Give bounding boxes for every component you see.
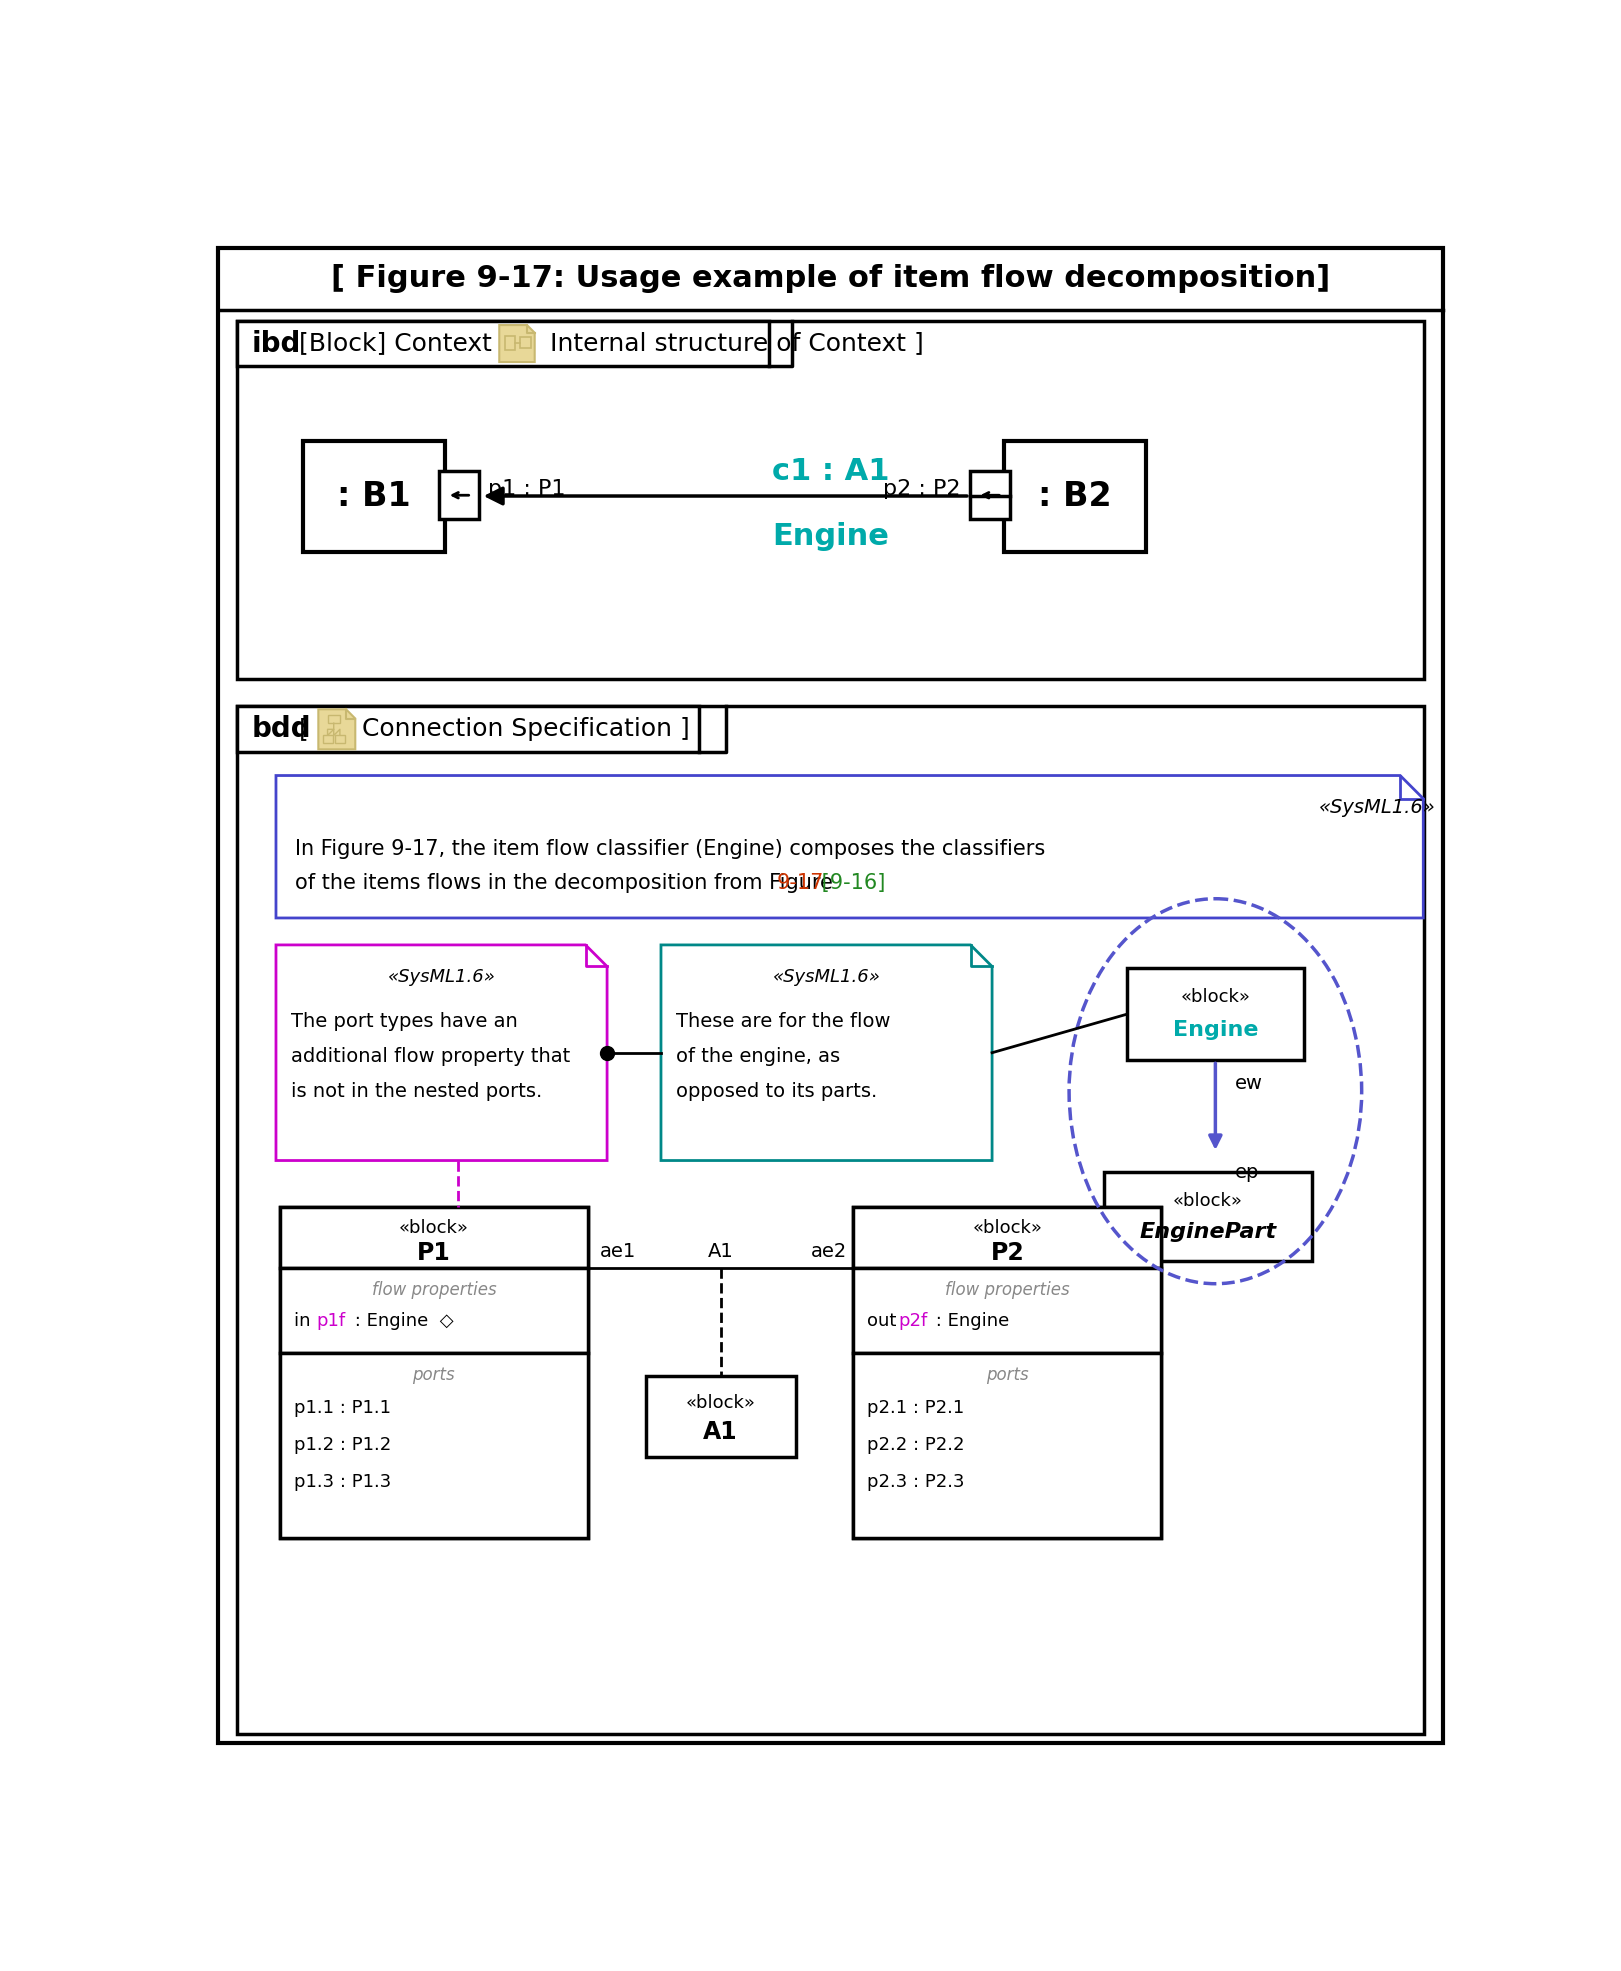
Text: «block»: «block»	[973, 1220, 1042, 1238]
Text: «block»: «block»	[686, 1393, 755, 1411]
Bar	[854, 1206, 1162, 1267]
Text: p2f: p2f	[898, 1311, 927, 1330]
Text: [9-16]: [9-16]	[815, 873, 885, 893]
Bar	[504, 335, 515, 349]
Text: flow properties: flow properties	[945, 1281, 1070, 1299]
Text: of the items flows in the decomposition from Figure: of the items flows in the decomposition …	[295, 873, 840, 893]
Text: p2.3 : P2.3: p2.3 : P2.3	[867, 1474, 964, 1492]
Text: P2: P2	[990, 1242, 1024, 1265]
Bar	[854, 1206, 1162, 1537]
Text: is not in the nested ports.: is not in the nested ports.	[292, 1082, 543, 1100]
Text: ae2: ae2	[810, 1242, 848, 1261]
Bar	[969, 471, 1010, 518]
Polygon shape	[661, 944, 992, 1161]
Bar	[1127, 968, 1303, 1060]
Text: opposed to its parts.: opposed to its parts.	[676, 1082, 877, 1100]
Text: «block»: «block»	[1172, 1192, 1243, 1210]
Bar	[645, 1376, 796, 1457]
Text: p2 : P2: p2 : P2	[883, 479, 961, 499]
Text: «block»: «block»	[1180, 987, 1250, 1007]
Bar	[327, 715, 340, 723]
Bar	[280, 1206, 588, 1267]
Text: : B2: : B2	[1037, 479, 1112, 512]
Text: «SysML1.6»: «SysML1.6»	[387, 968, 496, 986]
Text: out: out	[867, 1311, 903, 1330]
Bar	[238, 706, 700, 753]
Text: «block»: «block»	[399, 1220, 468, 1238]
Text: p1.3 : P1.3: p1.3 : P1.3	[293, 1474, 391, 1492]
Bar	[439, 471, 480, 518]
Text: : B1: : B1	[337, 479, 412, 512]
Text: ae1: ae1	[600, 1242, 635, 1261]
Text: «SysML1.6»: «SysML1.6»	[773, 968, 880, 986]
Bar	[854, 1267, 1162, 1352]
Text: Engine: Engine	[1172, 1019, 1258, 1039]
Bar	[1003, 442, 1146, 552]
Text: In Figure 9-17, the item flow classifier (Engine) composes the classifiers: In Figure 9-17, the item flow classifier…	[295, 840, 1046, 859]
Text: ports: ports	[412, 1366, 456, 1384]
Text: ibd: ibd	[251, 329, 302, 357]
Text: 9-17: 9-17	[776, 873, 823, 893]
Text: Connection Specification ]: Connection Specification ]	[361, 717, 691, 741]
Text: c1 : A1: c1 : A1	[772, 457, 890, 487]
Text: p1.1 : P1.1: p1.1 : P1.1	[293, 1399, 391, 1417]
Text: The port types have an: The port types have an	[292, 1013, 519, 1031]
Text: A1: A1	[704, 1419, 738, 1443]
Text: ports: ports	[986, 1366, 1029, 1384]
Text: p1.2 : P1.2: p1.2 : P1.2	[293, 1437, 391, 1455]
Bar	[238, 706, 1423, 1734]
Text: [Block] Context [: [Block] Context [	[292, 331, 511, 355]
Bar	[238, 321, 768, 367]
Text: bdd: bdd	[251, 715, 311, 743]
Text: These are for the flow: These are for the flow	[676, 1013, 892, 1031]
Polygon shape	[276, 775, 1423, 918]
Text: p2.1 : P2.1: p2.1 : P2.1	[867, 1399, 964, 1417]
Text: A1: A1	[708, 1242, 734, 1261]
Text: ew: ew	[1235, 1074, 1263, 1094]
Text: : Engine  ◇: : Engine ◇	[349, 1311, 454, 1330]
Text: flow properties: flow properties	[371, 1281, 496, 1299]
Text: Engine: Engine	[772, 522, 890, 552]
Bar	[280, 1267, 588, 1352]
Text: Internal structure of Context ]: Internal structure of Context ]	[541, 331, 924, 355]
Text: ep: ep	[1235, 1163, 1260, 1181]
Text: of the engine, as: of the engine, as	[676, 1047, 841, 1066]
Bar	[238, 321, 1423, 680]
Bar	[303, 442, 446, 552]
Text: : Engine: : Engine	[930, 1311, 1010, 1330]
Bar	[323, 735, 332, 743]
Text: EnginePart: EnginePart	[1140, 1222, 1276, 1242]
Text: [ Figure 9-17: Usage example of item flow decomposition]: [ Figure 9-17: Usage example of item flo…	[331, 264, 1331, 294]
Text: in: in	[293, 1311, 316, 1330]
Text: «SysML1.6»: «SysML1.6»	[1319, 798, 1436, 818]
Bar	[520, 337, 530, 349]
Text: P1: P1	[417, 1242, 451, 1265]
Text: p1f: p1f	[316, 1311, 345, 1330]
Bar	[280, 1206, 588, 1537]
Polygon shape	[276, 944, 608, 1161]
Polygon shape	[499, 325, 535, 363]
Bar	[336, 735, 345, 743]
Text: [: [	[292, 717, 310, 741]
Bar	[854, 1352, 1162, 1537]
Text: p1 : P1: p1 : P1	[488, 479, 566, 499]
Polygon shape	[318, 710, 355, 749]
Text: p2.2 : P2.2: p2.2 : P2.2	[867, 1437, 964, 1455]
Bar	[280, 1352, 588, 1537]
Text: additional flow property that: additional flow property that	[292, 1047, 571, 1066]
Bar	[1104, 1173, 1311, 1261]
